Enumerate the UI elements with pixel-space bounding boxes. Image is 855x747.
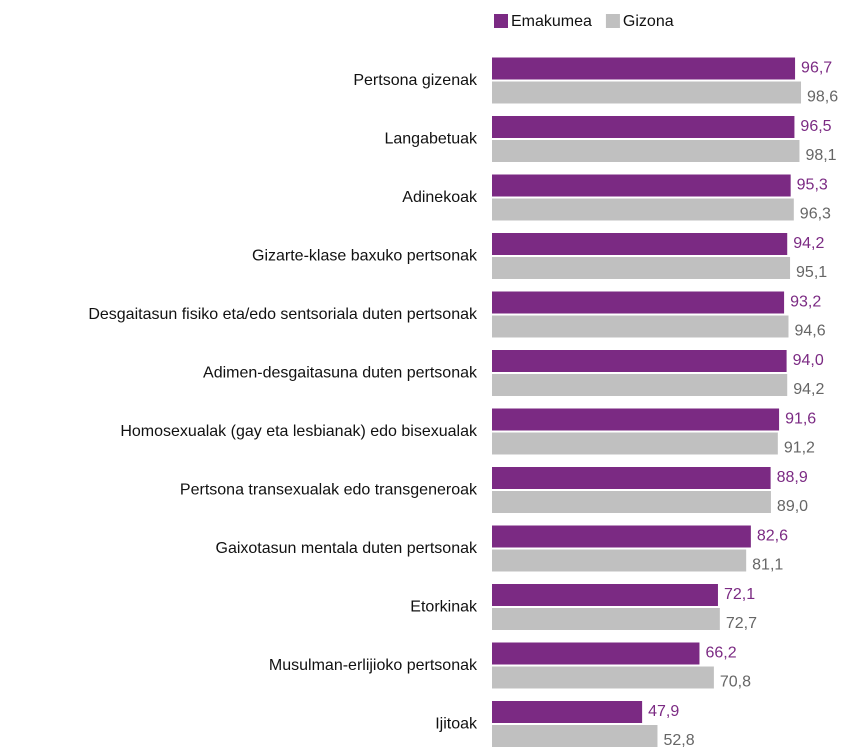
category-label: Gaixotasun mentala duten pertsonak [216, 540, 479, 557]
category-label: Homosexualak (gay eta lesbianak) edo bis… [120, 423, 478, 440]
value-label: 91,2 [784, 440, 815, 457]
bar [492, 140, 800, 162]
bar [492, 350, 787, 372]
legend-swatch [494, 14, 508, 28]
value-label: 96,3 [800, 206, 831, 223]
legend-label: Emakumea [511, 13, 592, 30]
category-label: Adimen-desgaitasuna duten pertsonak [203, 365, 478, 382]
value-label: 94,2 [793, 235, 824, 252]
bar [492, 432, 778, 455]
bar [492, 525, 751, 548]
category-label: Langabetuak [384, 131, 478, 148]
bar [492, 315, 789, 338]
bar [492, 198, 794, 221]
value-label: 98,6 [807, 89, 838, 106]
value-label: 96,7 [801, 60, 832, 77]
value-label: 89,0 [777, 498, 808, 515]
value-label: 88,9 [777, 469, 808, 486]
value-label: 94,0 [793, 352, 824, 369]
value-label: 81,1 [752, 557, 783, 574]
category-label: Adinekoak [402, 189, 478, 206]
bar [492, 291, 785, 314]
category-label: Pertsona transexualak edo transgeneroak [180, 482, 478, 499]
value-label: 95,1 [796, 264, 827, 281]
value-label: 94,6 [794, 323, 825, 340]
category-label: Desgaitasun fisiko eta/edo sentsoriala d… [88, 306, 478, 323]
value-label: 82,6 [757, 528, 788, 545]
value-label: 66,2 [705, 645, 736, 662]
value-label: 93,2 [790, 294, 821, 311]
bar [492, 701, 643, 723]
value-label: 91,6 [785, 411, 816, 428]
bar [492, 374, 788, 396]
value-label: 95,3 [797, 177, 828, 194]
category-label: Etorkinak [410, 599, 478, 616]
bar [492, 57, 796, 80]
value-label: 98,1 [805, 147, 836, 164]
bar [492, 408, 780, 431]
bar [492, 233, 788, 255]
value-label: 47,9 [648, 703, 679, 720]
bar [492, 257, 791, 279]
bar [492, 491, 771, 513]
bar [492, 666, 714, 689]
bar [492, 116, 795, 138]
legend-label: Gizona [623, 13, 674, 30]
bar [492, 174, 791, 197]
bar [492, 642, 700, 665]
legend-swatch [605, 14, 620, 28]
bar [492, 81, 802, 104]
category-label: Gizarte-klase baxuko pertsonak [252, 248, 478, 265]
value-label: 96,5 [800, 118, 831, 135]
bar [492, 725, 658, 747]
value-label: 52,8 [663, 732, 694, 747]
value-label: 72,7 [726, 615, 757, 632]
value-label: 94,2 [793, 381, 824, 398]
bar [492, 584, 718, 606]
category-label: Ijitoak [435, 716, 478, 733]
bar [492, 549, 747, 572]
value-label: 72,1 [724, 586, 755, 603]
value-label: 70,8 [720, 674, 751, 691]
bar [492, 608, 720, 630]
category-label: Musulman-erlijioko pertsonak [269, 657, 478, 674]
category-label: Pertsona gizenak [353, 72, 478, 89]
bar [492, 467, 771, 489]
